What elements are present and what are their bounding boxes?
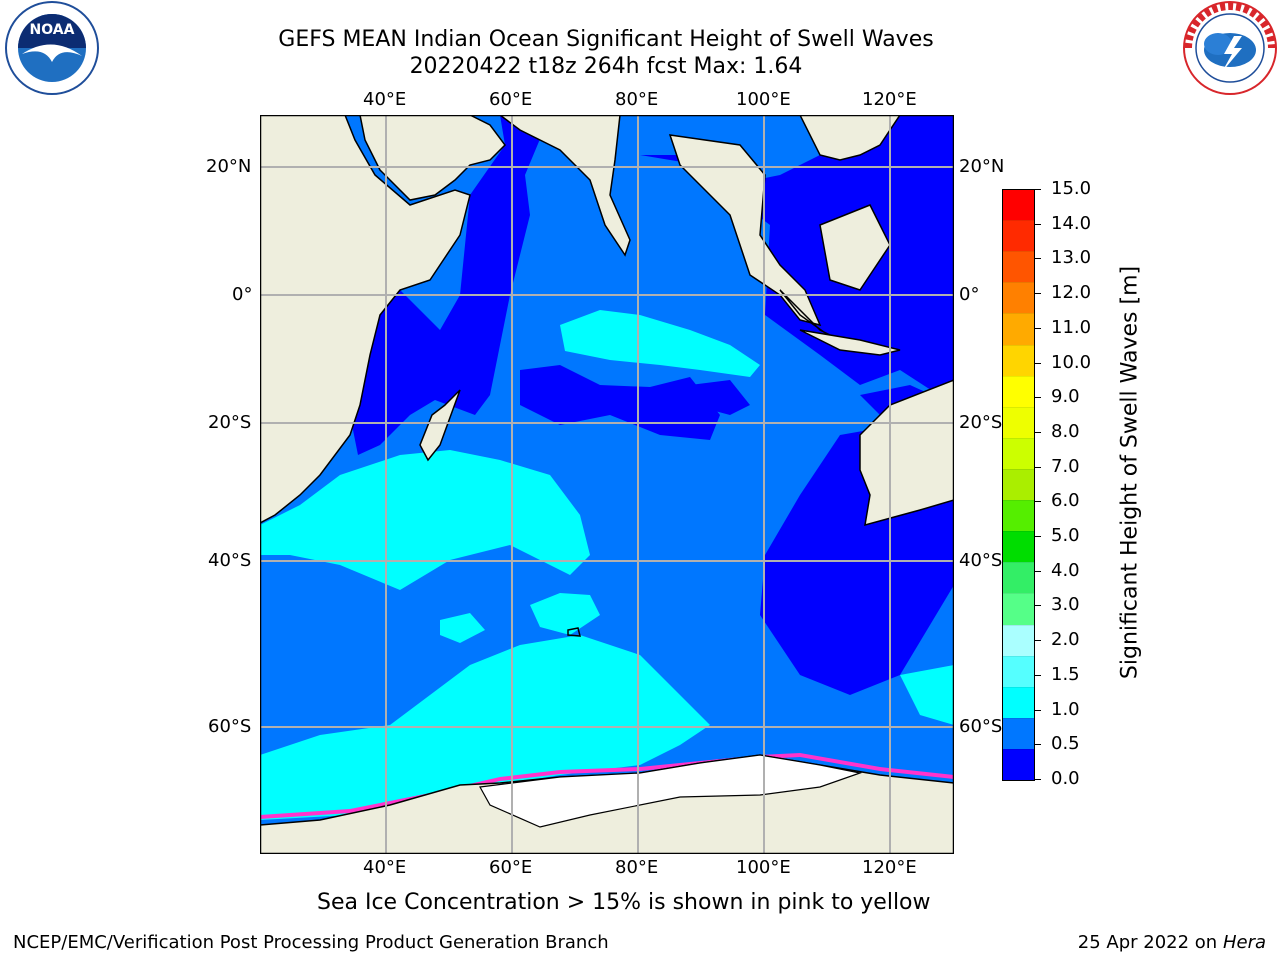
colorbar-tick-mark xyxy=(1034,293,1041,294)
map-gridlines xyxy=(260,115,954,854)
colorbar-tick-mark xyxy=(1034,710,1041,711)
right-lat-label: 0° xyxy=(959,284,980,305)
top-lon-label: 120°E xyxy=(862,89,917,110)
left-lat-label: 40°S xyxy=(208,550,252,571)
colorbar-tick-mark xyxy=(1034,432,1041,433)
top-lon-label: 60°E xyxy=(489,89,533,110)
colorbar-segment xyxy=(1003,686,1034,718)
bottom-lon-label: 80°E xyxy=(615,857,659,878)
left-lat-label: 20°S xyxy=(208,412,252,433)
colorbar-tick-mark xyxy=(1034,224,1041,225)
colorbar-tick-mark xyxy=(1034,744,1041,745)
colorbar-segment xyxy=(1003,190,1034,221)
colorbar-tick-label: 15.0 xyxy=(1051,178,1092,199)
colorbar-segment xyxy=(1003,717,1034,749)
right-lat-label: 20°S xyxy=(959,412,1003,433)
colorbar-segment xyxy=(1003,562,1034,594)
colorbar-tick-mark xyxy=(1034,467,1041,468)
colorbar-segment xyxy=(1003,375,1034,407)
chart-subtitle: 20220422 t18z 264h fcst Max: 1.64 xyxy=(409,54,803,79)
colorbar-tick-mark xyxy=(1034,258,1041,259)
noaa-logo-text: NOAA xyxy=(30,22,75,38)
colorbar-tick-mark xyxy=(1034,675,1041,676)
colorbar-tick-label: 8.0 xyxy=(1051,421,1080,442)
colorbar-tick-mark xyxy=(1034,571,1041,572)
colorbar-tick-mark xyxy=(1034,779,1041,780)
colorbar-segment xyxy=(1003,531,1034,563)
right-lat-label: 20°N xyxy=(959,156,1005,177)
colorbar-tick-label: 10.0 xyxy=(1051,352,1092,373)
colorbar-tick-label: 14.0 xyxy=(1051,213,1092,234)
bottom-lon-label: 100°E xyxy=(736,857,791,878)
colorbar-tick-label: 4.0 xyxy=(1051,560,1080,581)
colorbar-tick-label: 6.0 xyxy=(1051,490,1080,511)
colorbar-tick-label: 0.5 xyxy=(1051,733,1080,754)
colorbar-tick-label: 11.0 xyxy=(1051,317,1092,338)
colorbar-segment xyxy=(1003,468,1034,501)
chart-title: GEFS MEAN Indian Ocean Significant Heigh… xyxy=(278,27,934,52)
map-frame xyxy=(260,115,954,854)
top-lon-label: 100°E xyxy=(736,89,791,110)
colorbar-label: Significant Height of Swell Waves [m] xyxy=(1117,265,1143,680)
colorbar-tick-label: 1.5 xyxy=(1051,664,1080,685)
colorbar-tick-mark xyxy=(1034,189,1041,190)
colorbar-segment xyxy=(1003,282,1034,314)
sea-ice-note: Sea Ice Concentration > 15% is shown in … xyxy=(317,890,931,915)
top-lon-label: 40°E xyxy=(363,89,407,110)
colorbar-segment xyxy=(1003,500,1034,532)
colorbar-segment xyxy=(1003,748,1034,781)
colorbar-tick-label: 9.0 xyxy=(1051,386,1080,407)
colorbar-segment xyxy=(1003,406,1034,438)
colorbar-segment xyxy=(1003,220,1034,252)
swell-zone-low xyxy=(350,115,954,695)
colorbar-tick-label: 1.0 xyxy=(1051,699,1080,720)
colorbar-tick-mark xyxy=(1034,605,1041,606)
sea-ice-edge xyxy=(260,753,954,819)
colorbar-segment xyxy=(1003,437,1034,469)
swell-height-map xyxy=(260,115,954,854)
colorbar-ticks: 15.0 14.0 13.0 12.0 11.0 10.0 9.0 8.0 7.0 6.0 5.0 4… xyxy=(1034,179,1114,789)
colorbar-tick-mark xyxy=(1034,397,1041,398)
colorbar-segment xyxy=(1003,251,1034,283)
right-lat-label: 40°S xyxy=(959,550,1003,571)
colorbar-tick-mark xyxy=(1034,328,1041,329)
colorbar-tick-label: 3.0 xyxy=(1051,594,1080,615)
colorbar-tick-label: 0.0 xyxy=(1051,768,1080,789)
colorbar-segment xyxy=(1003,313,1034,345)
left-lat-label: 60°S xyxy=(208,716,252,737)
colorbar xyxy=(1002,189,1035,781)
colorbar-tick-label: 2.0 xyxy=(1051,629,1080,650)
colorbar-tick-mark xyxy=(1034,363,1041,364)
bottom-lon-label: 120°E xyxy=(862,857,917,878)
colorbar-segment xyxy=(1003,655,1034,687)
footer-machine: Hera xyxy=(1222,932,1266,953)
bottom-lon-label: 40°E xyxy=(363,857,407,878)
top-lon-label: 80°E xyxy=(615,89,659,110)
right-lat-label: 60°S xyxy=(959,716,1003,737)
colorbar-segment xyxy=(1003,593,1034,625)
colorbar-segment xyxy=(1003,344,1034,376)
left-lat-label: 0° xyxy=(232,284,253,305)
footer-date-text: 25 Apr 2022 on xyxy=(1077,932,1223,953)
bottom-lon-label: 60°E xyxy=(489,857,533,878)
nws-logo xyxy=(1183,1,1277,95)
colorbar-tick-label: 5.0 xyxy=(1051,525,1080,546)
colorbar-tick-label: 7.0 xyxy=(1051,456,1080,477)
colorbar-tick-label: 12.0 xyxy=(1051,282,1092,303)
colorbar-segment xyxy=(1003,624,1034,656)
left-lat-label: 20°N xyxy=(206,156,252,177)
noaa-logo: NOAA xyxy=(5,1,99,95)
kerguelen-island xyxy=(567,627,581,637)
footer-credit: NCEP/EMC/Verification Post Processing Pr… xyxy=(13,932,609,953)
footer-date: 25 Apr 2022 on Hera xyxy=(1078,932,1266,954)
colorbar-tick-mark xyxy=(1034,536,1041,537)
colorbar-tick-mark xyxy=(1034,501,1041,502)
colorbar-tick-mark xyxy=(1034,640,1041,641)
colorbar-tick-label: 13.0 xyxy=(1051,247,1092,268)
